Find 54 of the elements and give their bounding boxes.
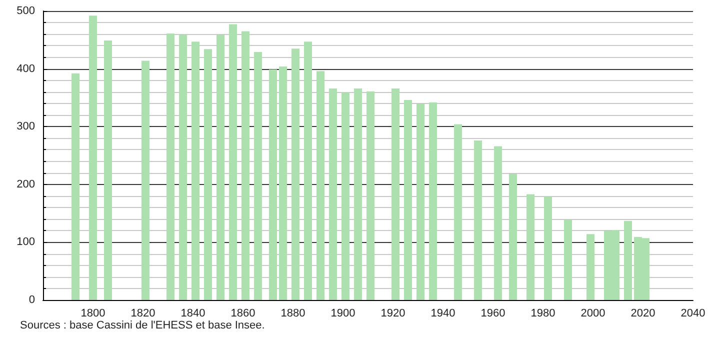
bar [494,146,502,300]
bar [329,88,337,300]
bar [254,52,262,300]
bar [624,220,632,300]
bar [586,234,594,300]
bar [354,88,362,300]
bar [89,16,97,300]
x-tick-label: 1820 [130,308,156,320]
bar [526,194,534,300]
bar [404,100,412,300]
bar [179,34,187,300]
y-tick-label: 500 [16,5,35,17]
bar [216,34,224,300]
bar [279,66,287,300]
bar [242,31,250,300]
y-tick-label: 200 [16,178,35,190]
y-tick-label: 400 [16,62,35,75]
y-tick-label: 300 [16,120,35,133]
x-tick-label: 1920 [380,308,406,320]
bar [544,196,552,300]
bar [366,91,374,300]
bar [316,71,324,300]
y-tick-label: 0 [28,294,35,306]
x-tick-label: 2000 [580,308,606,320]
x-tick-label: 2020 [630,308,656,320]
bar [104,40,112,300]
x-tick-label: 1940 [430,308,456,320]
source-note: Sources : base Cassini de l'EHESS et base Insee. [20,320,265,332]
bar [192,42,200,300]
bar [392,88,400,300]
x-tick-label: 1860 [230,308,256,320]
bar [429,102,437,300]
x-tick-label: 1960 [480,308,506,320]
bar [454,124,462,300]
x-tick-label: 1980 [530,308,556,320]
bar [142,60,150,300]
bar [72,73,80,300]
bar [204,49,212,300]
bar [229,24,237,300]
bar [564,220,572,300]
x-tick-label: 2040 [680,308,706,320]
bar [342,92,350,300]
bar [416,104,424,300]
bar [292,48,300,300]
x-tick-label: 1800 [80,308,106,320]
y-tick-label: 100 [16,236,35,248]
x-tick-label: 1900 [330,308,356,320]
bar [304,42,312,300]
x-tick-label: 1840 [180,308,206,320]
x-tick-label: 1880 [280,308,306,320]
bar [166,34,174,300]
bar [269,69,277,300]
bar [474,140,482,300]
bar [509,174,517,300]
